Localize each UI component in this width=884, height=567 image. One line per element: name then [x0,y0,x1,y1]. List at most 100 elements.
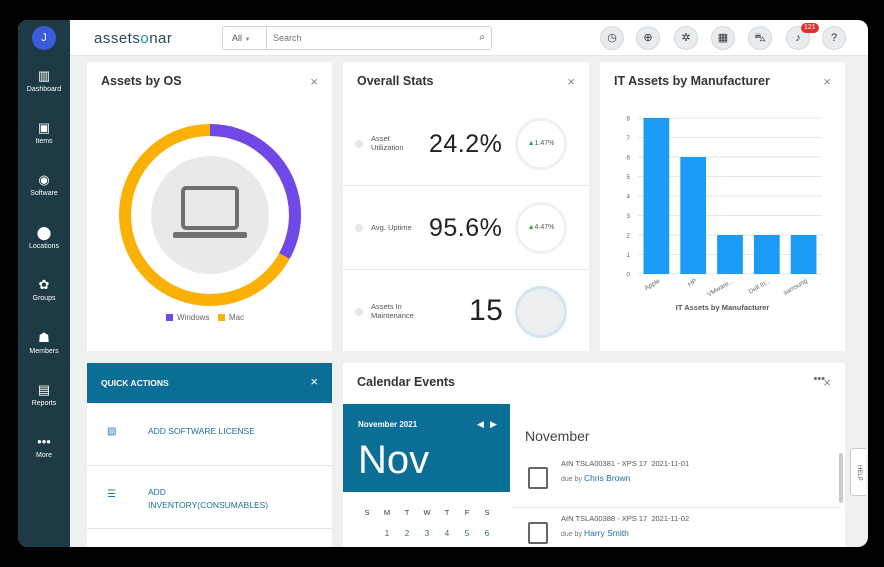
legend-label: Windows [177,313,210,322]
search-input[interactable]: Search [273,33,302,43]
quick-action-label: ADD SOFTWARE LICENSE [148,426,255,436]
weekday-label: S [364,508,370,517]
close-icon[interactable]: × [567,74,575,89]
y-tick-label: 7 [626,135,630,142]
close-icon[interactable]: × [823,74,831,89]
app-window: J ▥ Dashboard ▣ Items ◉ Software ⬤ Locat… [18,20,868,547]
y-tick-label: 6 [626,155,630,162]
sidebar-item-more[interactable]: ••• More [18,434,70,459]
notification-bell-icon[interactable]: ♪ 121 [786,23,819,50]
calendar-day[interactable]: 2 [404,529,410,538]
overall-stats-card: Overall Stats × Asset Utilization 24.2% ▲… [343,62,589,351]
weekday-label: W [423,508,431,517]
event-title: AIN TSLA00388 - XPS 17 2021-11-02 [561,514,690,523]
stat-value: 95.6% [429,214,503,242]
bar-hp[interactable] [680,157,707,274]
location-pin-icon: ⬤ [36,225,52,240]
y-tick-label: 5 [626,174,630,181]
y-tick-label: 8 [626,116,630,123]
legend-label: Mac [229,313,245,322]
bar-samsung[interactable] [790,235,817,274]
event-assignee-link[interactable]: Chris Brown [583,473,631,483]
reports-icon: ▤ [37,382,51,397]
quick-action-add-inventory[interactable]: ☰ ADD INVENTORY(CONSUMABLES) [87,467,332,529]
event-row[interactable]: AIN TSLA00388 - XPS 17 2021-11-02 due by… [511,507,841,547]
weekday-label: T [404,508,410,517]
card-title: Overall Stats [357,74,434,88]
x-tick-label: Dell In... [748,278,772,296]
sidebar-item-software[interactable]: ◉ Software [18,172,70,197]
disc-icon: ◉ [38,172,50,187]
sidebar-item-locations[interactable]: ⬤ Locations [18,225,70,250]
y-tick-label: 3 [626,213,630,220]
sidebar-item-items[interactable]: ▣ Items [18,120,70,145]
x-tick-label: VMware... [706,278,735,299]
card-title: IT Assets by Manufacturer [614,74,770,88]
help-tab[interactable]: HELP [850,448,866,496]
sidebar-item-groups[interactable]: ✿ Groups [18,277,70,302]
laptop-icon [173,186,247,238]
add-circle-icon[interactable]: ⊕ [636,26,660,50]
calendar-day[interactable]: 5 [464,529,470,538]
close-icon[interactable]: × [310,74,318,89]
sidebar-item-reports[interactable]: ▤ Reports [18,382,70,407]
y-tick-label: 0 [626,272,630,279]
arrow-up-icon: ▲ [527,140,535,147]
y-tick-label: 1 [626,252,630,259]
next-month-icon[interactable]: ▶ [490,419,497,429]
sidebar-item-dashboard[interactable]: ▥ Dashboard [18,68,70,93]
legend-item-windows: Windows [166,313,209,322]
inventory-icon: ☰ [107,489,116,500]
bar-dellin[interactable] [753,235,780,274]
calendar-day[interactable]: 1 [384,529,390,538]
sidebar: J ▥ Dashboard ▣ Items ◉ Software ⬤ Locat… [18,20,70,547]
x-tick-label: HP [687,278,698,289]
cart-icon[interactable]: ⛍ [748,26,772,50]
x-axis-label: IT Assets by Manufacturer [675,303,770,312]
bar-vmware[interactable] [717,235,743,274]
close-icon[interactable]: × [823,375,831,390]
more-icon: ••• [37,434,51,449]
history-clock-icon[interactable]: ◷ [600,26,624,50]
calendar-day[interactable]: 3 [424,529,430,538]
quick-action-add-software-license[interactable]: ▧ ADD SOFTWARE LICENSE [87,404,332,466]
sidebar-item-members[interactable]: ☗ Members [18,330,70,355]
avatar[interactable]: J [32,26,56,50]
stat-gauge: ▲4.47% [515,202,567,254]
settings-gear-icon[interactable]: ✲ [674,26,698,50]
stat-label: Assets In Maintenance [371,302,414,320]
calendar-month-header: November 2021 ◀ ▶ Nov [343,404,510,492]
stat-delta: ▲1.47% [527,140,555,147]
x-tick-label: Apple [644,277,662,292]
scrollbar[interactable] [839,453,843,503]
it-assets-card: IT Assets by Manufacturer × 0 1 2 3 4 5 6 7 8 Ap… [600,62,845,351]
bar-apple[interactable] [643,118,670,274]
event-due: due by Harry Smith [561,528,629,538]
legend-swatch-windows [166,314,173,321]
assetsonar-logo[interactable]: assetsonar [94,30,172,47]
calendar-day[interactable]: 4 [444,529,450,538]
stat-gauge: ▲1.47% [515,118,567,170]
event-row[interactable]: AIN TSLA00381 - XPS 17 2021-11-01 due by… [511,453,841,507]
weekday-label: S [484,508,490,517]
calendar-day[interactable]: 6 [484,529,490,538]
search-scope-select[interactable]: All ▼ [223,27,267,49]
stat-value: 24.2% [429,130,503,158]
asset-box-icon [528,522,548,544]
close-icon[interactable]: × [310,374,318,389]
search-icon[interactable]: ⌕ [479,32,485,43]
sidebar-item-label: Reports [31,400,57,407]
software-license-icon: ▧ [107,426,117,437]
prev-month-icon[interactable]: ◀ [477,419,484,429]
sidebar-item-label: Software [30,190,58,197]
sidebar-item-label: Items [35,138,53,145]
members-icon: ☗ [38,330,50,345]
weekday-label: M [383,508,391,517]
help-icon[interactable]: ? [822,26,846,50]
sidebar-item-label: Groups [32,295,56,302]
calendar-icon[interactable]: ▦ [711,26,735,50]
event-assignee-link[interactable]: Harry Smith [583,528,629,538]
dashboard-icon: ▥ [37,68,51,83]
logo-text-left: assets [94,30,141,47]
more-options-icon[interactable]: ••• [813,373,825,385]
